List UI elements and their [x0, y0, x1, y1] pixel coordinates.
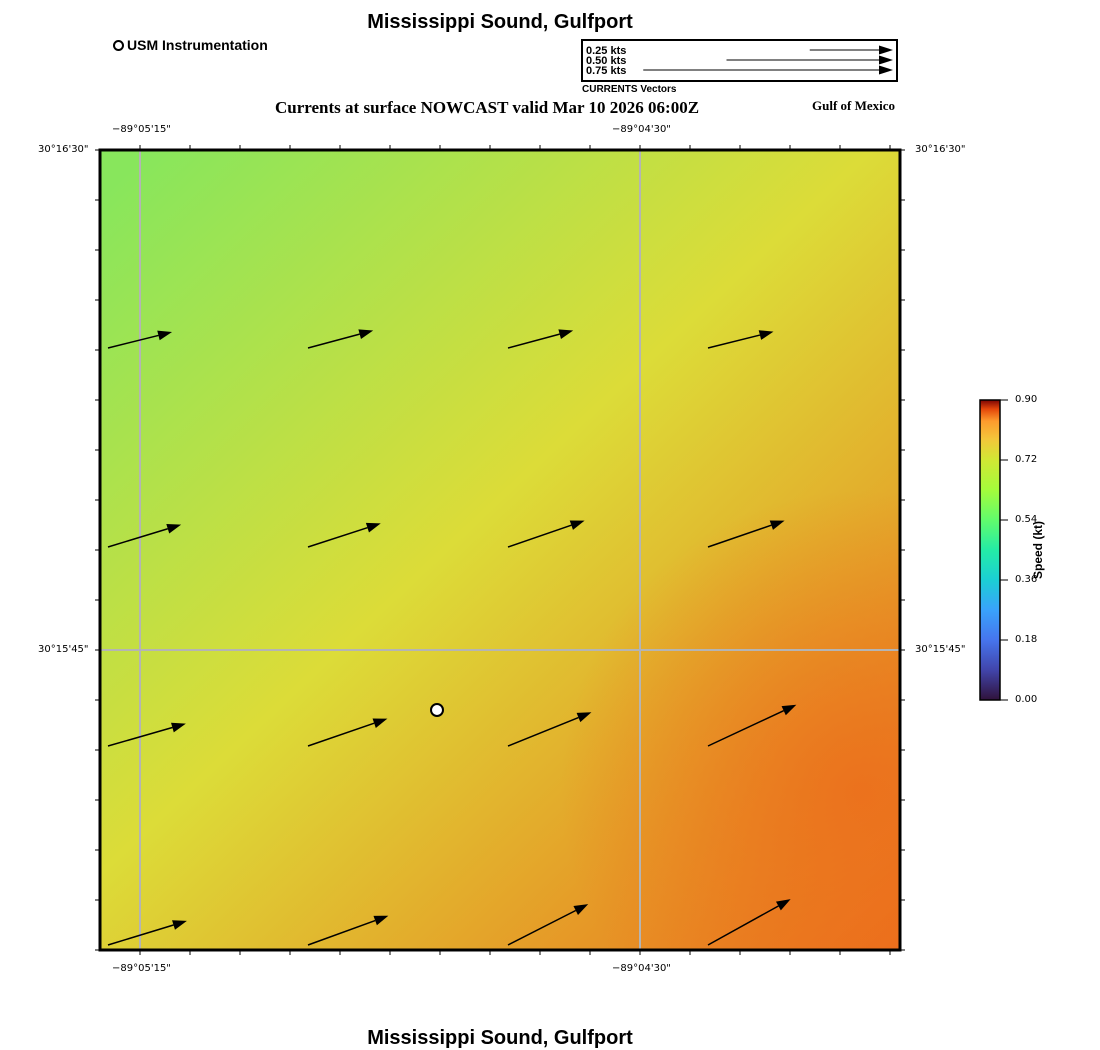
- scale-label-025: 0.25 kts: [586, 45, 627, 57]
- map-subtitle: Currents at surface NOWCAST valid Mar 10…: [275, 98, 700, 117]
- vector-scale-caption: CURRENTS Vectors: [582, 84, 677, 95]
- footer-title: Mississippi Sound, Gulfport: [367, 1027, 633, 1049]
- current-vector-arrow: [707, 704, 797, 747]
- current-vectors: [107, 329, 797, 946]
- colorbar-tick-label: 0.90: [1015, 394, 1038, 405]
- instrument-legend-label: USM Instrumentation: [127, 37, 268, 53]
- scale-arrow: [726, 55, 893, 65]
- current-vector-arrow: [107, 523, 182, 548]
- lon-bottom-label-1: −89°05'15": [112, 963, 171, 974]
- lat-right-label-2: 30°15'45": [915, 644, 966, 655]
- current-vector-arrow: [107, 722, 186, 747]
- scale-label-050: 0.50 kts: [586, 55, 627, 67]
- lon-bottom-label-2: −89°04'30": [612, 963, 671, 974]
- colorbar-tick-label: 0.72: [1015, 454, 1038, 465]
- current-vector-arrow: [707, 899, 791, 946]
- current-vector-arrow: [707, 330, 774, 349]
- graticule: [100, 150, 900, 950]
- usm-station-marker[interactable]: [430, 703, 444, 717]
- lat-left-label-2: 30°15'45": [38, 644, 89, 655]
- lat-left-label-1: 30°16'30": [38, 144, 89, 155]
- colorbar-tick-label: 0.00: [1015, 694, 1038, 705]
- lat-right-label-1: 30°16'30": [915, 144, 966, 155]
- current-vector-arrow: [507, 904, 589, 946]
- lon-top-label-1: −89°05'15": [112, 124, 171, 135]
- map-frame: [95, 145, 905, 955]
- lon-top-label-2: −89°04'30": [612, 124, 671, 135]
- current-vector-arrow: [307, 718, 388, 747]
- current-vector-arrow: [507, 520, 585, 548]
- speed-field: [100, 150, 900, 950]
- current-vector-arrow: [707, 520, 785, 548]
- colorbar-title: Speed (kt): [1031, 520, 1045, 580]
- instrument-marker-icon: [113, 39, 124, 51]
- speed-colorbar: [979, 399, 1008, 701]
- scale-label-075: 0.75 kts: [586, 65, 627, 77]
- map-title: Mississippi Sound, Gulfport: [367, 11, 633, 33]
- current-vector-arrow: [107, 330, 173, 349]
- current-vector-arrow: [107, 920, 187, 946]
- current-vector-arrow: [507, 712, 592, 747]
- vector-scale-arrows: [643, 45, 893, 75]
- instrument-legend: USM Instrumentation: [113, 37, 268, 53]
- region-label: Gulf of Mexico: [812, 98, 896, 113]
- scale-arrow: [809, 45, 893, 55]
- current-vector-arrow: [307, 329, 374, 349]
- colorbar-tick-label: 0.54: [1015, 514, 1038, 525]
- current-vector-arrow: [507, 329, 574, 349]
- colorbar-tick-label: 0.18: [1015, 634, 1038, 645]
- current-vector-arrow: [307, 915, 389, 946]
- scale-arrow: [643, 65, 893, 75]
- colorbar-tick-label: 0.36: [1015, 574, 1038, 585]
- current-vector-arrow: [307, 522, 381, 548]
